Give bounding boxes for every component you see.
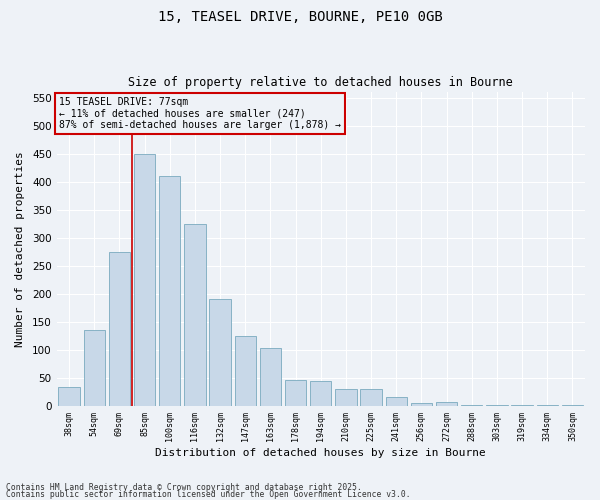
Bar [184,224,206,406]
Bar [83,330,105,406]
Text: Contains public sector information licensed under the Open Government Licence v3: Contains public sector information licen… [6,490,410,499]
Text: 15, TEASEL DRIVE, BOURNE, PE10 0GB: 15, TEASEL DRIVE, BOURNE, PE10 0GB [158,10,442,24]
Bar [310,381,331,406]
Bar [536,405,558,406]
Bar [235,336,256,406]
Bar [486,405,508,406]
Bar [411,403,432,406]
Bar [260,348,281,406]
Title: Size of property relative to detached houses in Bourne: Size of property relative to detached ho… [128,76,513,90]
Text: 15 TEASEL DRIVE: 77sqm
← 11% of detached houses are smaller (247)
87% of semi-de: 15 TEASEL DRIVE: 77sqm ← 11% of detached… [59,97,341,130]
Y-axis label: Number of detached properties: Number of detached properties [15,151,25,346]
Bar [209,300,231,406]
Bar [361,389,382,406]
Bar [562,405,583,406]
Bar [436,402,457,406]
Text: Contains HM Land Registry data © Crown copyright and database right 2025.: Contains HM Land Registry data © Crown c… [6,484,362,492]
Bar [58,387,80,406]
X-axis label: Distribution of detached houses by size in Bourne: Distribution of detached houses by size … [155,448,486,458]
Bar [134,154,155,406]
Bar [159,176,181,406]
Bar [285,380,307,406]
Bar [335,389,356,406]
Bar [386,396,407,406]
Bar [461,404,482,406]
Bar [109,252,130,406]
Bar [511,405,533,406]
